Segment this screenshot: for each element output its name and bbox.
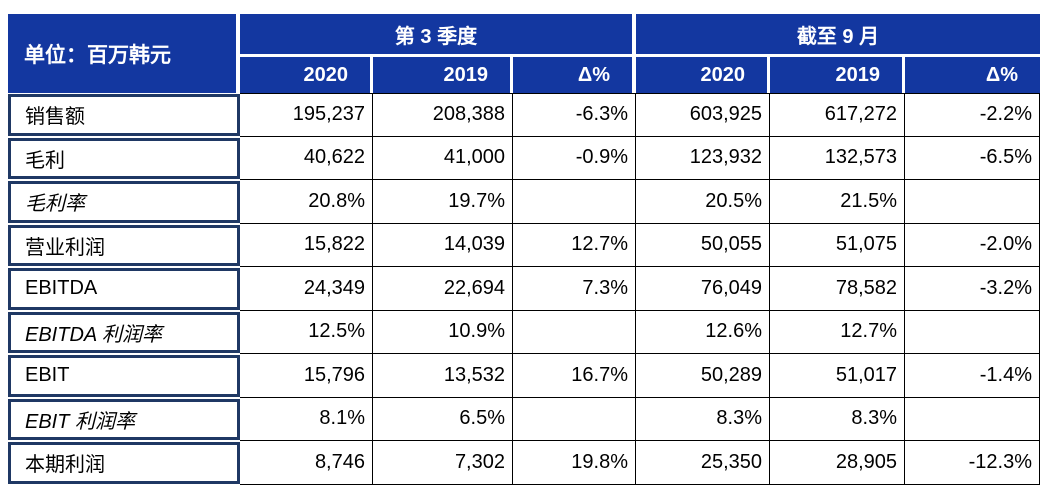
row-label: 毛利率 [8,181,240,223]
row-label: EBIT [8,355,240,397]
subheader-q3-2019: 2019 [373,57,513,93]
financial-results-table: 单位：百万韩元 第 3 季度 截至 9 月 2020 2019 Δ% 2020 … [8,14,1040,485]
value-cell: 12.7% [770,310,905,354]
row-label: EBIT 利润率 [8,398,240,440]
value-cell: 51,075 [770,223,905,267]
value-cell: 78,582 [770,267,905,311]
row-label: 营业利润 [8,224,240,266]
value-cell: 22,694 [373,267,513,311]
value-cell: -6.5% [905,136,1040,180]
value-cell: 76,049 [636,267,770,311]
value-cell: 14,039 [373,223,513,267]
value-cell: 208,388 [373,93,513,137]
value-cell: 8.3% [636,397,770,441]
value-cell: 13,532 [373,354,513,398]
value-cell [513,180,636,224]
subheader-q3-2020: 2020 [240,57,373,93]
value-cell: 617,272 [770,93,905,137]
value-cell [905,180,1040,224]
row-label: EBITDA 利润率 [8,311,240,353]
value-cell: 12.5% [240,310,373,354]
value-cell: 12.6% [636,310,770,354]
value-cell: -2.0% [905,223,1040,267]
value-cell: 50,289 [636,354,770,398]
value-cell: 195,237 [240,93,373,137]
value-cell: 8,746 [240,441,373,485]
value-cell [513,397,636,441]
value-cell: 16.7% [513,354,636,398]
value-cell: 28,905 [770,441,905,485]
value-cell: 20.8% [240,180,373,224]
value-cell: 10.9% [373,310,513,354]
value-cell: 123,932 [636,136,770,180]
column-group-q3-header: 第 3 季度 [240,14,636,57]
unit-label: 单位：百万韩元 [8,14,240,93]
value-cell: -12.3% [905,441,1040,485]
value-cell: 8.1% [240,397,373,441]
value-cell: 12.7% [513,223,636,267]
row-label: 毛利 [8,137,240,179]
value-cell: 20.5% [636,180,770,224]
value-cell: 19.7% [373,180,513,224]
value-cell: -3.2% [905,267,1040,311]
subheader-ytd-2020: 2020 [636,57,770,93]
value-cell: 8.3% [770,397,905,441]
value-cell: 6.5% [373,397,513,441]
value-cell: 51,017 [770,354,905,398]
value-cell: 7.3% [513,267,636,311]
value-cell: -0.9% [513,136,636,180]
value-cell: 132,573 [770,136,905,180]
subheader-ytd-2019: 2019 [770,57,905,93]
value-cell: 41,000 [373,136,513,180]
value-cell: 24,349 [240,267,373,311]
value-cell: -1.4% [905,354,1040,398]
column-group-ytd-sep-header: 截至 9 月 [636,14,1040,57]
value-cell: 25,350 [636,441,770,485]
row-label: 本期利润 [8,442,240,484]
row-label: EBITDA [8,268,240,310]
subheader-q3-delta: Δ% [513,57,636,93]
value-cell: 50,055 [636,223,770,267]
value-cell: 603,925 [636,93,770,137]
value-cell: 15,796 [240,354,373,398]
value-cell [905,397,1040,441]
value-cell [905,310,1040,354]
subheader-ytd-delta: Δ% [905,57,1040,93]
value-cell: 15,822 [240,223,373,267]
value-cell: 21.5% [770,180,905,224]
value-cell: -2.2% [905,93,1040,137]
value-cell [513,310,636,354]
value-cell: 19.8% [513,441,636,485]
row-label: 销售额 [8,94,240,136]
value-cell: 7,302 [373,441,513,485]
value-cell: -6.3% [513,93,636,137]
value-cell: 40,622 [240,136,373,180]
